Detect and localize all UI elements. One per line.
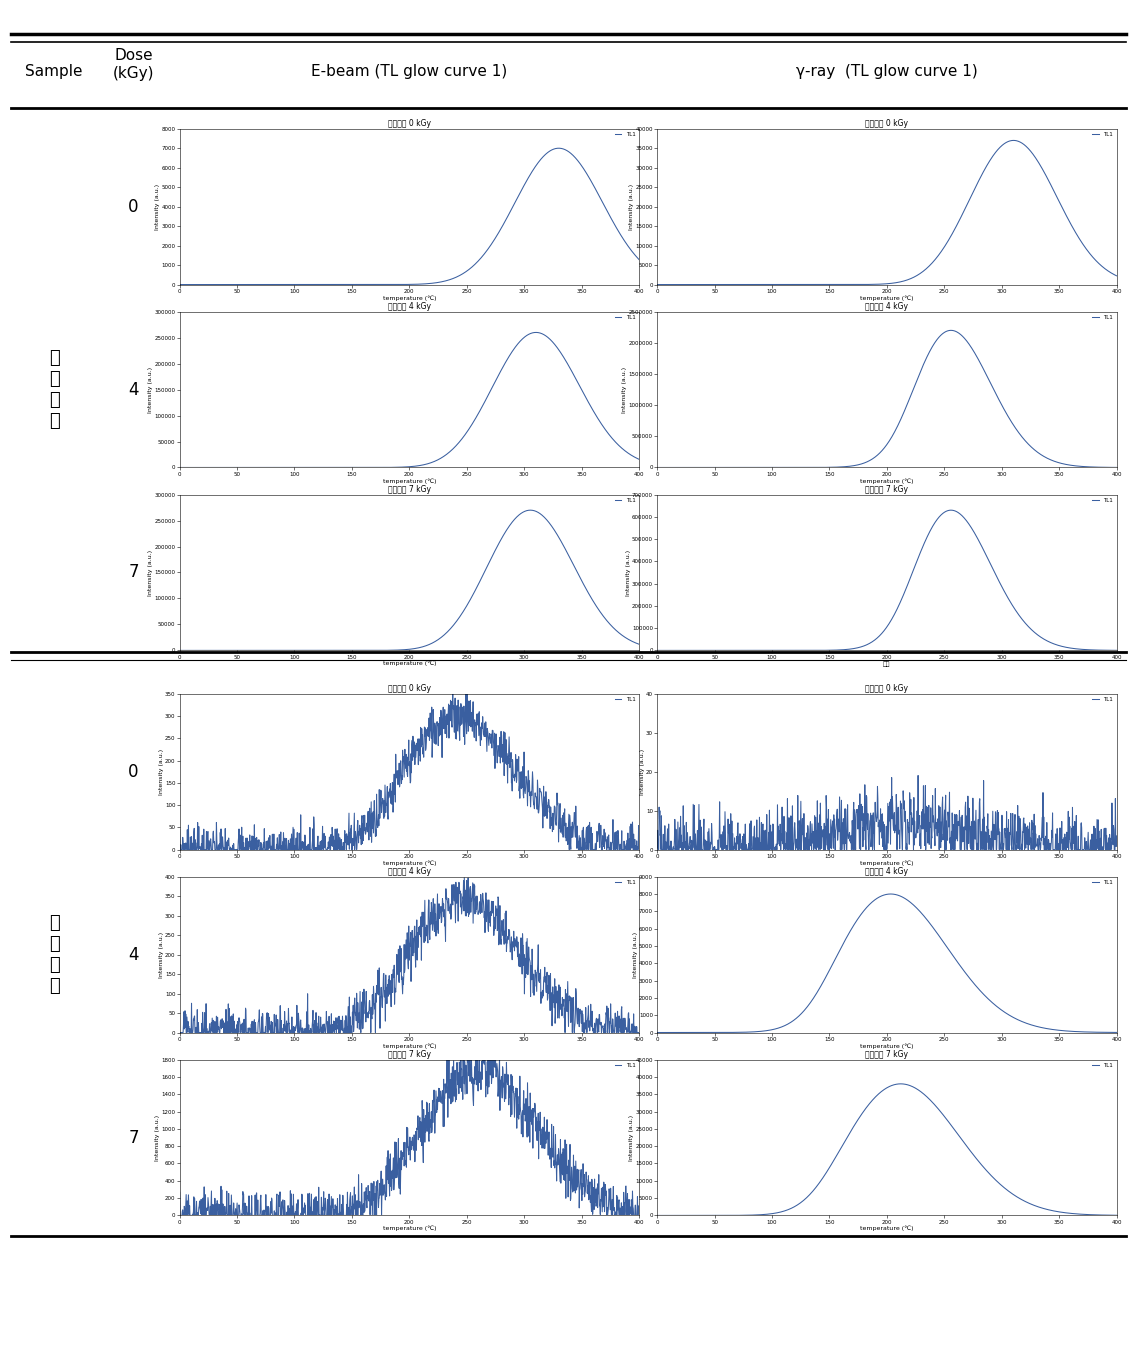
Title: 새우분말 4 kGy: 새우분말 4 kGy bbox=[865, 302, 908, 310]
Legend: TL1: TL1 bbox=[614, 131, 637, 138]
Text: γ-ray  (TL glow curve 1): γ-ray (TL glow curve 1) bbox=[796, 64, 978, 79]
Legend: TL1: TL1 bbox=[1092, 314, 1114, 321]
Text: 멸
치
분
말: 멸 치 분 말 bbox=[49, 915, 59, 995]
Text: 4: 4 bbox=[128, 381, 139, 398]
X-axis label: temperature (℃): temperature (℃) bbox=[860, 1043, 914, 1049]
X-axis label: temperature (℃): temperature (℃) bbox=[382, 1043, 437, 1049]
Text: Dose
(kGy): Dose (kGy) bbox=[113, 49, 155, 80]
Title: 새우분말 0 kGy: 새우분말 0 kGy bbox=[865, 119, 908, 127]
Title: 불치헙말 7 kGy: 불치헙말 7 kGy bbox=[865, 1050, 908, 1058]
Legend: TL1: TL1 bbox=[1092, 879, 1114, 886]
Text: 7: 7 bbox=[128, 564, 139, 581]
Title: 새우분말 0 kGy: 새우분말 0 kGy bbox=[388, 119, 431, 127]
Legend: TL1: TL1 bbox=[614, 1062, 637, 1069]
Title: 불치헙말 0 kGy: 불치헙말 0 kGy bbox=[865, 684, 908, 692]
X-axis label: temperature (℃): temperature (℃) bbox=[860, 295, 914, 301]
Y-axis label: Intensity (a.u.): Intensity (a.u.) bbox=[625, 549, 631, 596]
Y-axis label: Intensity (a.u.): Intensity (a.u.) bbox=[158, 748, 164, 795]
X-axis label: temperature (℃): temperature (℃) bbox=[382, 478, 437, 484]
Y-axis label: Intensity (a.u.): Intensity (a.u.) bbox=[640, 748, 645, 795]
Y-axis label: Intensity (a.u.): Intensity (a.u.) bbox=[148, 366, 153, 413]
X-axis label: temperature (℃): temperature (℃) bbox=[860, 478, 914, 484]
Text: E-beam (TL glow curve 1): E-beam (TL glow curve 1) bbox=[312, 64, 507, 79]
Y-axis label: Intensity (a.u.): Intensity (a.u.) bbox=[155, 183, 160, 230]
Title: 새우분말 7 kGy: 새우분말 7 kGy bbox=[865, 485, 908, 493]
Legend: TL1: TL1 bbox=[1092, 497, 1114, 504]
X-axis label: temperature (℃): temperature (℃) bbox=[382, 1226, 437, 1232]
X-axis label: temperature (℃): temperature (℃) bbox=[382, 295, 437, 301]
Legend: TL1: TL1 bbox=[614, 497, 637, 504]
Title: 멸치분말 7 kGy: 멸치분말 7 kGy bbox=[388, 1050, 431, 1058]
Text: 0: 0 bbox=[128, 763, 139, 780]
Legend: TL1: TL1 bbox=[614, 314, 637, 321]
Text: 4: 4 bbox=[128, 946, 139, 963]
Text: 새
우
분
말: 새 우 분 말 bbox=[49, 350, 59, 430]
Y-axis label: Intensity (a.u.): Intensity (a.u.) bbox=[158, 931, 164, 978]
X-axis label: temperature (℃): temperature (℃) bbox=[860, 860, 914, 866]
Y-axis label: Intensity (a.u.): Intensity (a.u.) bbox=[629, 1114, 634, 1161]
X-axis label: 온도: 온도 bbox=[883, 661, 890, 667]
Title: 멸치분말 4 kGy: 멸치분말 4 kGy bbox=[865, 867, 908, 875]
X-axis label: temperature (℃): temperature (℃) bbox=[382, 860, 437, 866]
Y-axis label: Intensity (a.u.): Intensity (a.u.) bbox=[155, 1114, 160, 1161]
X-axis label: temperature (℃): temperature (℃) bbox=[860, 1226, 914, 1232]
Y-axis label: Intensity (a.u.): Intensity (a.u.) bbox=[632, 931, 638, 978]
Title: 새우분말 4 kGy: 새우분말 4 kGy bbox=[388, 302, 431, 310]
Title: 멸치분말 4 kGy: 멸치분말 4 kGy bbox=[388, 867, 431, 875]
Legend: TL1: TL1 bbox=[1092, 131, 1114, 138]
Legend: TL1: TL1 bbox=[614, 879, 637, 886]
Text: 0: 0 bbox=[128, 198, 139, 215]
X-axis label: temperature (℃): temperature (℃) bbox=[382, 661, 437, 667]
Legend: TL1: TL1 bbox=[614, 696, 637, 703]
Text: 7: 7 bbox=[128, 1129, 139, 1146]
Title: 멸치분말 0 kGy: 멸치분말 0 kGy bbox=[388, 684, 431, 692]
Y-axis label: Intensity (a.u.): Intensity (a.u.) bbox=[629, 183, 634, 230]
Legend: TL1: TL1 bbox=[1092, 1062, 1114, 1069]
Y-axis label: Intensity (a.u.): Intensity (a.u.) bbox=[148, 549, 153, 596]
Y-axis label: Intensity (a.u.): Intensity (a.u.) bbox=[622, 366, 628, 413]
Legend: TL1: TL1 bbox=[1092, 696, 1114, 703]
Text: Sample: Sample bbox=[25, 64, 83, 79]
Title: 새우분말 7 kGy: 새우분말 7 kGy bbox=[388, 485, 431, 493]
